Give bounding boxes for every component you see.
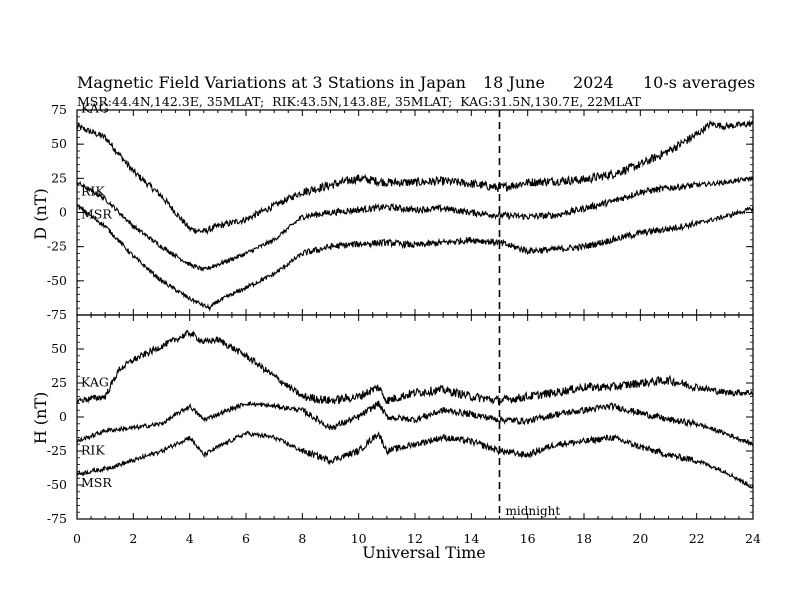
y-tick-label: -50 bbox=[47, 273, 67, 288]
x-tick-label: 10 bbox=[351, 531, 367, 546]
x-tick-label: 12 bbox=[407, 531, 423, 546]
series-label-rik: RIK bbox=[81, 442, 105, 457]
series-label-rik: RIK bbox=[81, 183, 105, 198]
y-tick-label: 50 bbox=[51, 341, 67, 356]
x-tick-label: 16 bbox=[520, 531, 536, 546]
x-tick-label: 4 bbox=[186, 531, 194, 546]
x-tick-label: 6 bbox=[242, 531, 250, 546]
x-axis-ticks: 0 2 4 6 8 10 12 14 16 18 20 22 24 bbox=[73, 531, 761, 546]
d-panel: 75 50 25 0 -25 -50 -75 KAG RIK MSR bbox=[47, 100, 754, 322]
series-label-kag: KAG bbox=[81, 375, 109, 390]
series-line-msr bbox=[76, 204, 754, 312]
x-tick-label: 18 bbox=[576, 531, 592, 546]
y-tick-label: 25 bbox=[51, 375, 67, 390]
y-tick-label: 25 bbox=[51, 170, 67, 185]
y-tick-label: 0 bbox=[59, 205, 67, 220]
x-tick-label: 14 bbox=[463, 531, 479, 546]
x-tick-label: 8 bbox=[298, 531, 306, 546]
series-line-msr bbox=[76, 430, 754, 489]
y-tick-label: -50 bbox=[47, 477, 67, 492]
series-label-msr: MSR bbox=[81, 207, 112, 222]
series-line-rik bbox=[76, 175, 754, 272]
x-tick-label: 20 bbox=[632, 531, 648, 546]
x-tick-label: 2 bbox=[129, 531, 137, 546]
series-line-kag bbox=[76, 329, 754, 407]
y-tick-label: -75 bbox=[47, 307, 67, 322]
series-label-msr: MSR bbox=[81, 475, 112, 490]
panel-frame bbox=[76, 109, 754, 316]
y-tick-label: 75 bbox=[51, 102, 67, 117]
x-tick-label: 22 bbox=[689, 531, 705, 546]
series-line-rik bbox=[76, 400, 754, 447]
d-axis-label: D (nT) bbox=[31, 188, 50, 239]
y-tick-label: 50 bbox=[51, 136, 67, 151]
series-label-kag: KAG bbox=[81, 100, 109, 115]
midnight-label: midnight bbox=[506, 504, 561, 518]
chart-title: Magnetic Field Variations at 3 Stations … bbox=[77, 73, 466, 92]
y-tick-label: -75 bbox=[47, 511, 67, 526]
x-tick-label: 24 bbox=[745, 531, 761, 546]
x-tick-label: 0 bbox=[73, 531, 81, 546]
h-panel: 50 25 0 -25 -50 -75 KAG RIK MSR bbox=[47, 314, 754, 526]
y-tick-label: -25 bbox=[47, 239, 67, 254]
x-axis-label: Universal Time bbox=[362, 543, 485, 562]
chart-year: 2024 bbox=[573, 73, 614, 92]
midnight-marker: midnight bbox=[498, 110, 561, 519]
series-line-kag bbox=[76, 119, 754, 235]
h-axis-label: H (nT) bbox=[31, 392, 50, 445]
chart-date: 18 June bbox=[483, 73, 545, 92]
y-tick-label: 0 bbox=[59, 409, 67, 424]
chart-stations-info: MSR:44.4N,142.3E, 35MLAT; RIK:43.5N,143.… bbox=[77, 94, 641, 109]
y-tick-label: -25 bbox=[47, 443, 67, 458]
chart-averaging: 10-s averages bbox=[643, 73, 755, 92]
